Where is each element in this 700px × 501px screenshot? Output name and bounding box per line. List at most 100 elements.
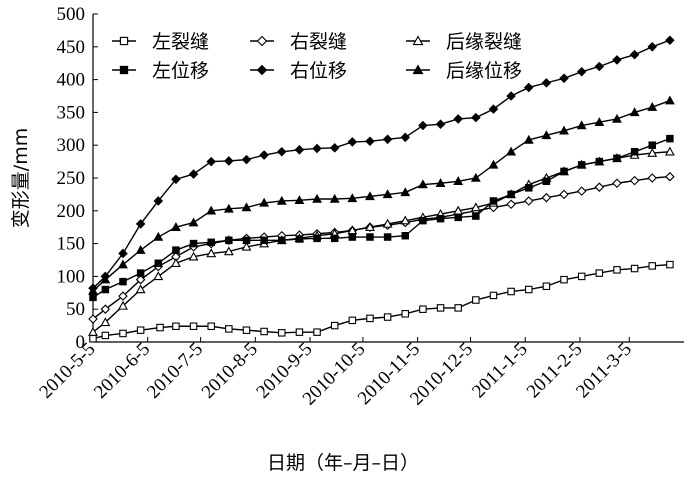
data-point bbox=[189, 322, 198, 331]
series-line bbox=[92, 99, 671, 292]
data-point bbox=[665, 171, 675, 182]
data-point bbox=[400, 187, 411, 197]
data-point bbox=[88, 285, 98, 295]
legend-label: 右位移 bbox=[290, 60, 347, 82]
series-3 bbox=[88, 146, 675, 336]
data-point bbox=[100, 317, 111, 327]
data-point bbox=[666, 260, 674, 269]
legend-marker bbox=[256, 35, 268, 47]
data-point bbox=[225, 325, 233, 333]
data-point bbox=[647, 42, 658, 52]
legend-label: 右裂缝 bbox=[290, 31, 347, 53]
data-point bbox=[523, 134, 534, 144]
data-point bbox=[576, 186, 587, 196]
data-point bbox=[153, 231, 164, 241]
data-point bbox=[365, 222, 375, 231]
legend-marker bbox=[412, 35, 424, 46]
data-point bbox=[260, 236, 268, 245]
data-point bbox=[436, 304, 445, 312]
data-point bbox=[382, 218, 393, 228]
data-point bbox=[541, 78, 552, 88]
x-tick-label: 2010-7-5 bbox=[143, 339, 207, 403]
data-point bbox=[118, 259, 128, 269]
data-point bbox=[400, 215, 411, 225]
series-1 bbox=[89, 260, 674, 343]
data-point bbox=[594, 117, 605, 126]
data-point bbox=[560, 275, 568, 284]
y-tick-label: 0 bbox=[76, 332, 86, 353]
legend-item: 左位移 bbox=[112, 60, 209, 82]
data-point bbox=[523, 82, 534, 93]
data-point bbox=[260, 327, 268, 336]
data-point bbox=[647, 173, 658, 183]
data-point bbox=[170, 222, 181, 231]
data-point bbox=[647, 102, 658, 111]
data-point bbox=[100, 304, 111, 314]
data-point bbox=[577, 272, 586, 281]
legend-item: 右位移 bbox=[250, 60, 347, 82]
data-point bbox=[453, 176, 464, 186]
x-tick-label: 2010-5-5 bbox=[35, 339, 99, 403]
data-point bbox=[542, 177, 551, 186]
data-point bbox=[629, 107, 640, 117]
data-point bbox=[525, 184, 533, 192]
data-point bbox=[576, 66, 587, 77]
data-point bbox=[276, 195, 287, 205]
y-tick-label: 200 bbox=[57, 201, 86, 222]
plot-area bbox=[88, 35, 675, 343]
data-point bbox=[666, 134, 674, 143]
data-point bbox=[612, 113, 622, 123]
y-tick-label: 150 bbox=[57, 234, 86, 255]
data-point bbox=[507, 190, 515, 199]
data-point bbox=[135, 284, 146, 294]
data-point bbox=[242, 236, 251, 245]
data-point bbox=[488, 159, 499, 169]
data-point bbox=[225, 236, 233, 245]
data-point bbox=[89, 293, 97, 302]
series-5 bbox=[88, 35, 675, 293]
axes: 0501001502002503003504004505002010-5-520… bbox=[35, 4, 684, 410]
data-point bbox=[88, 314, 98, 324]
data-point bbox=[470, 172, 481, 182]
data-point bbox=[542, 282, 551, 290]
y-tick-label: 350 bbox=[57, 102, 86, 123]
data-point bbox=[241, 241, 252, 251]
data-point bbox=[648, 262, 656, 270]
data-point bbox=[382, 189, 393, 199]
data-point bbox=[188, 251, 199, 261]
data-point bbox=[330, 321, 339, 330]
data-point bbox=[135, 245, 146, 254]
data-point bbox=[559, 125, 569, 135]
legend-item: 后缘裂缝 bbox=[406, 31, 522, 53]
data-point bbox=[259, 197, 270, 207]
data-point bbox=[525, 285, 533, 294]
data-point bbox=[295, 235, 304, 243]
data-point bbox=[577, 161, 586, 169]
data-point bbox=[172, 246, 180, 254]
data-point bbox=[89, 334, 97, 343]
data-point bbox=[88, 327, 98, 336]
y-tick-label: 300 bbox=[57, 135, 86, 156]
data-point bbox=[153, 271, 164, 281]
series-line bbox=[92, 137, 671, 298]
series-4 bbox=[89, 134, 674, 302]
data-point bbox=[506, 146, 517, 156]
y-tick-label: 450 bbox=[57, 37, 86, 58]
data-point bbox=[612, 178, 622, 189]
x-tick-label: 2010-8-5 bbox=[198, 339, 262, 403]
data-point bbox=[613, 154, 621, 163]
data-point bbox=[630, 264, 639, 273]
data-point bbox=[206, 156, 216, 167]
data-point bbox=[188, 169, 199, 179]
data-point bbox=[612, 55, 622, 65]
data-point bbox=[417, 179, 428, 189]
data-point bbox=[119, 329, 127, 338]
data-point bbox=[523, 196, 534, 206]
data-point bbox=[419, 216, 427, 225]
data-point bbox=[329, 193, 340, 203]
data-point bbox=[401, 310, 410, 318]
data-point bbox=[312, 193, 322, 203]
data-point bbox=[664, 95, 675, 105]
data-point bbox=[313, 234, 321, 243]
